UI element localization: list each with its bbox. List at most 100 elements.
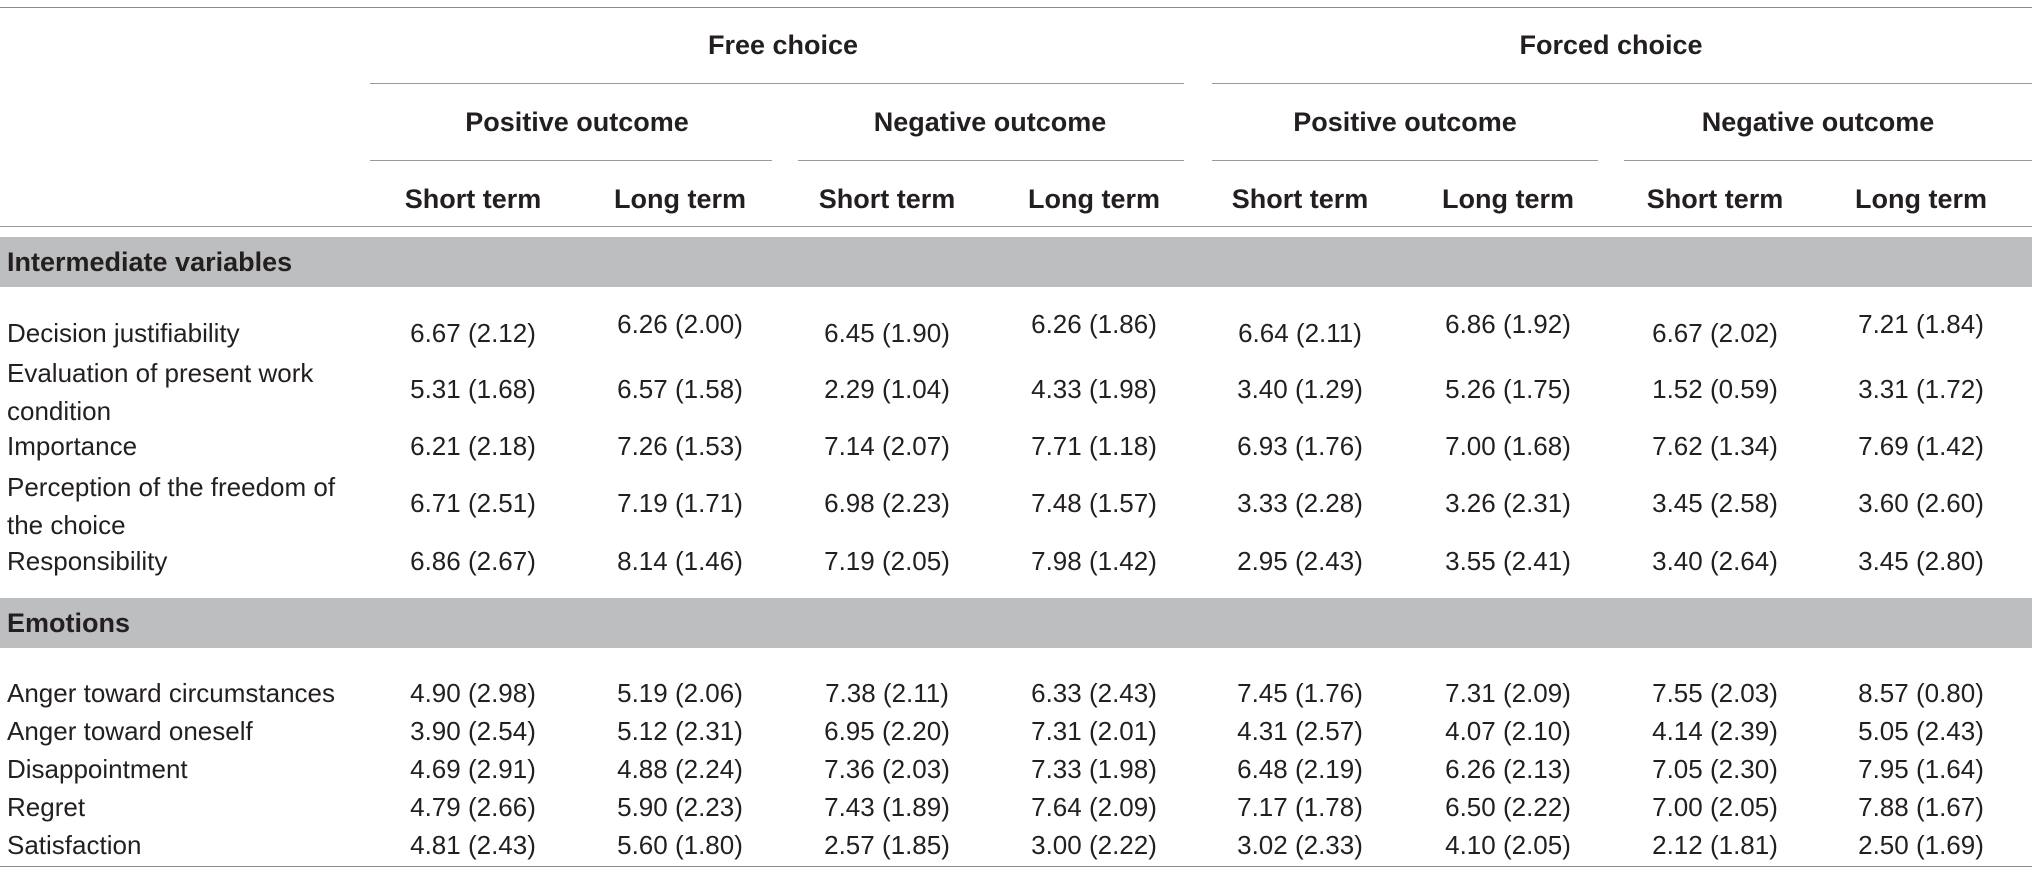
table-cell: 6.26 (1.86) — [1031, 309, 1157, 339]
term-header: Long term — [1855, 184, 1987, 214]
table-cell: 7.88 (1.67) — [1858, 792, 1984, 822]
row-label: Satisfaction — [7, 830, 142, 860]
table-cell: 1.52 (0.59) — [1652, 374, 1778, 404]
row-label: Anger toward oneself — [7, 716, 253, 746]
table-cell: 5.60 (1.80) — [617, 830, 743, 860]
table-cell: 7.00 (1.68) — [1445, 431, 1571, 461]
table-cell: 6.95 (2.20) — [824, 716, 950, 746]
table-cell: 4.69 (2.91) — [410, 754, 536, 784]
table-cell: 2.95 (2.43) — [1237, 546, 1363, 576]
table-cell: 7.71 (1.18) — [1031, 431, 1157, 461]
table-cell: 7.55 (2.03) — [1652, 678, 1778, 708]
table-cell: 3.45 (2.58) — [1652, 488, 1778, 518]
section-label: Emotions — [7, 608, 131, 638]
table-cell: 5.05 (2.43) — [1858, 716, 1984, 746]
table-cell: 3.00 (2.22) — [1031, 830, 1157, 860]
table-cell: 6.98 (2.23) — [824, 488, 950, 518]
table-cell: 8.14 (1.46) — [617, 546, 743, 576]
table-cell: 7.00 (2.05) — [1652, 792, 1778, 822]
row-label: Disappointment — [7, 754, 188, 784]
row-label: Evaluation of present work condition — [7, 358, 314, 426]
column-group-header: Forced choice — [1519, 30, 1703, 60]
table-cell: 7.19 (2.05) — [824, 546, 950, 576]
table-cell: 6.71 (2.51) — [410, 488, 536, 518]
table-cell: 7.26 (1.53) — [617, 431, 743, 461]
table-cell: 7.14 (2.07) — [824, 431, 950, 461]
row-label: Regret — [7, 792, 86, 822]
term-header: Short term — [818, 184, 956, 214]
header-bottom-rule — [0, 226, 2032, 227]
table-cell: 6.64 (2.11) — [1238, 318, 1362, 348]
table-cell: 6.48 (2.19) — [1237, 754, 1363, 784]
row-label: Decision justifiability — [7, 318, 240, 348]
table-cell: 4.88 (2.24) — [617, 754, 743, 784]
table-cell: 2.29 (1.04) — [824, 374, 950, 404]
table-cell: 3.26 (2.31) — [1445, 488, 1571, 518]
table-cell: 3.60 (2.60) — [1858, 488, 1984, 518]
outcome-rule-1 — [370, 160, 772, 161]
table-cell: 7.62 (1.34) — [1652, 431, 1778, 461]
outcome-header: Negative outcome — [1701, 107, 1935, 137]
table-cell: 5.12 (2.31) — [617, 716, 743, 746]
table-cell: 7.36 (2.03) — [824, 754, 950, 784]
table-cell: 6.67 (2.02) — [1652, 318, 1778, 348]
table-cell: 7.19 (1.71) — [617, 488, 743, 518]
table-cell: 4.81 (2.43) — [410, 830, 536, 860]
table-cell: 3.31 (1.72) — [1858, 374, 1984, 404]
table-cell: 4.33 (1.98) — [1031, 374, 1157, 404]
table-cell: 8.57 (0.80) — [1858, 678, 1984, 708]
table-cell: 5.19 (2.06) — [617, 678, 743, 708]
table-cell: 6.45 (1.90) — [824, 318, 950, 348]
table-cell: 5.26 (1.75) — [1445, 374, 1571, 404]
table-cell: 4.10 (2.05) — [1445, 830, 1571, 860]
table-cell: 3.45 (2.80) — [1858, 546, 1984, 576]
table-cell: 6.86 (1.92) — [1445, 309, 1571, 339]
table-cell: 4.31 (2.57) — [1237, 716, 1363, 746]
table-cell: 6.86 (2.67) — [410, 546, 536, 576]
outcome-header: Negative outcome — [873, 107, 1107, 137]
table-cell: 4.90 (2.98) — [410, 678, 536, 708]
table-cell: 6.67 (2.12) — [410, 318, 536, 348]
table-cell: 2.12 (1.81) — [1652, 830, 1778, 860]
table-cell: 6.21 (2.18) — [410, 431, 536, 461]
table-cell: 7.05 (2.30) — [1652, 754, 1778, 784]
top-rule — [0, 7, 2032, 8]
table-cell: 5.31 (1.68) — [410, 374, 536, 404]
row-label: Importance — [7, 431, 138, 461]
term-header: Short term — [1646, 184, 1784, 214]
row-label: Perception of the freedom of the choice — [7, 472, 336, 540]
table-cell: 7.98 (1.42) — [1031, 546, 1157, 576]
table-cell: 7.31 (2.01) — [1031, 716, 1157, 746]
table-cell: 4.14 (2.39) — [1652, 716, 1778, 746]
table-cell: 3.40 (2.64) — [1652, 546, 1778, 576]
table-cell: 7.33 (1.98) — [1031, 754, 1157, 784]
free-choice-rule — [370, 83, 1184, 84]
forced-choice-rule — [1212, 83, 2032, 84]
table-cell: 7.45 (1.76) — [1237, 678, 1363, 708]
outcome-rule-4 — [1624, 160, 2032, 161]
table-cell: 7.21 (1.84) — [1858, 309, 1984, 339]
term-header: Long term — [614, 184, 746, 214]
table-cell: 2.50 (1.69) — [1858, 830, 1984, 860]
column-group-header: Free choice — [707, 30, 859, 60]
table-cell: 6.50 (2.22) — [1445, 792, 1571, 822]
section-label: Intermediate variables — [7, 247, 293, 277]
table-cell: 2.57 (1.85) — [824, 830, 950, 860]
section-band — [0, 598, 2032, 648]
table-cell: 4.07 (2.10) — [1445, 716, 1571, 746]
table-cell: 6.26 (2.00) — [617, 309, 743, 339]
table-cell: 3.40 (1.29) — [1237, 374, 1363, 404]
table-cell: 7.48 (1.57) — [1031, 488, 1157, 518]
table-cell: 6.57 (1.58) — [617, 374, 743, 404]
bottom-rule — [0, 866, 2032, 867]
table-cell: 4.79 (2.66) — [410, 792, 536, 822]
outcome-header: Positive outcome — [465, 107, 689, 137]
outcome-rule-3 — [1212, 160, 1598, 161]
term-header: Short term — [1231, 184, 1369, 214]
outcome-rule-2 — [798, 160, 1184, 161]
table-cell: 6.26 (2.13) — [1445, 754, 1571, 784]
row-label: Anger toward circumstances — [7, 678, 336, 708]
table-cell: 7.69 (1.42) — [1858, 431, 1984, 461]
table-cell: 3.55 (2.41) — [1445, 546, 1571, 576]
table-cell: 3.02 (2.33) — [1237, 830, 1363, 860]
